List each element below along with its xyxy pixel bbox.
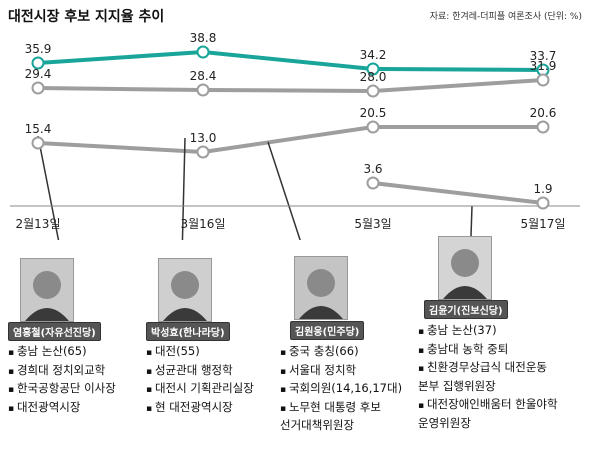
info-item: 노무현 대통령 후보 — [280, 399, 402, 418]
source-note: 자료: 한겨레-더피플 여론조사 (단위: %) — [429, 12, 582, 22]
chart-title: 대전시장 후보 지지율 추이 — [8, 9, 165, 25]
info-item: 서울대 정치학 — [280, 362, 402, 381]
info-item: 운영위원장 — [418, 415, 471, 430]
data-label: 13.0 — [190, 131, 217, 145]
candidate-photo — [294, 256, 348, 320]
data-point — [366, 62, 380, 76]
data-label: 3.6 — [363, 162, 382, 176]
leader-line — [181, 137, 186, 240]
info-item: 한국공항공단 이사장 — [8, 380, 116, 399]
line-chart: 2월13일 3월16일 5월3일 5월17일 35.9 38.8 34.2 33.7 29.4… — [10, 31, 580, 240]
info-item: 대전장애인배움터 한울야학 — [418, 396, 558, 415]
data-point — [31, 81, 45, 95]
info-item: 친환경무상급식 대전운동 — [418, 359, 558, 378]
info-item: 성균관대 행정학 — [146, 362, 254, 381]
candidate-info: 충남 논산(37) 충남대 농학 중퇴 친환경무상급식 대전운동 본부 집행위원… — [418, 322, 558, 433]
candidate-photo — [438, 236, 492, 300]
x-tick-label: 5월17일 — [521, 217, 566, 231]
data-point — [536, 120, 550, 134]
data-label: 35.9 — [25, 42, 52, 56]
data-point — [31, 56, 45, 70]
leader-line — [470, 205, 473, 237]
data-label: 28.4 — [190, 69, 217, 83]
candidate-info: 충남 논산(65) 경희대 정치외교학 한국공항공단 이사장 대전광역시장 — [8, 343, 116, 417]
candidate-name-tag: 김원웅(민주당) — [290, 321, 365, 340]
data-point — [536, 73, 550, 87]
data-label: 28.0 — [360, 70, 387, 84]
info-item: 국회의원(14,16,17대) — [280, 380, 402, 399]
data-point — [196, 145, 210, 159]
data-label: 38.8 — [190, 31, 217, 45]
leader-line — [267, 141, 301, 240]
candidate-name-tag: 박성효(한나라당) — [146, 322, 230, 341]
info-item: 대전(55) — [146, 343, 254, 362]
x-tick-label: 3월16일 — [181, 217, 226, 231]
data-point — [366, 84, 380, 98]
candidate-photo — [158, 258, 212, 322]
info-item: 현 대전광역시장 — [146, 399, 254, 418]
data-point — [366, 176, 380, 190]
data-label: 1.9 — [533, 182, 552, 196]
series-line — [37, 50, 544, 72]
candidate-info: 대전(55) 성균관대 행정학 대전시 기획관리실장 현 대전광역시장 — [146, 343, 254, 417]
candidate-name-tag: 염홍철(자유선진당) — [8, 322, 101, 341]
x-tick-label: 2월13일 — [16, 217, 61, 231]
info-item: 대전광역시장 — [8, 399, 116, 418]
data-label: 29.4 — [25, 67, 52, 81]
data-point — [366, 120, 380, 134]
series-line — [37, 125, 543, 154]
data-point — [536, 196, 550, 210]
data-label: 15.4 — [25, 122, 52, 136]
info-item: 충남 논산(65) — [8, 343, 116, 362]
data-point — [196, 83, 210, 97]
info-item: 충남대 농학 중퇴 — [418, 341, 558, 360]
candidate-photo — [20, 258, 74, 322]
data-point — [31, 136, 45, 150]
data-point — [196, 45, 210, 59]
leader-line — [37, 135, 60, 240]
info-item: 선거대책위원장 — [280, 418, 355, 432]
info-item: 본부 집행위원장 — [418, 378, 496, 393]
info-item: 중국 충칭(66) — [280, 343, 402, 362]
info-item: 경희대 정치외교학 — [8, 362, 116, 381]
data-label: 34.2 — [360, 48, 387, 62]
data-label: 20.6 — [530, 106, 557, 120]
info-item: 충남 논산(37) — [418, 322, 558, 341]
x-tick-label: 5월3일 — [354, 217, 391, 231]
series-line — [37, 78, 544, 93]
series-line — [372, 181, 544, 205]
data-label: 31.9 — [530, 59, 557, 73]
data-label: 20.5 — [360, 106, 387, 120]
data-label: 33.7 — [530, 49, 557, 63]
candidate-info: 중국 충칭(66) 서울대 정치학 국회의원(14,16,17대) 노무현 대통… — [280, 343, 402, 436]
info-item: 대전시 기획관리실장 — [146, 380, 254, 399]
candidate-name-tag: 김윤기(진보신당) — [424, 300, 508, 319]
